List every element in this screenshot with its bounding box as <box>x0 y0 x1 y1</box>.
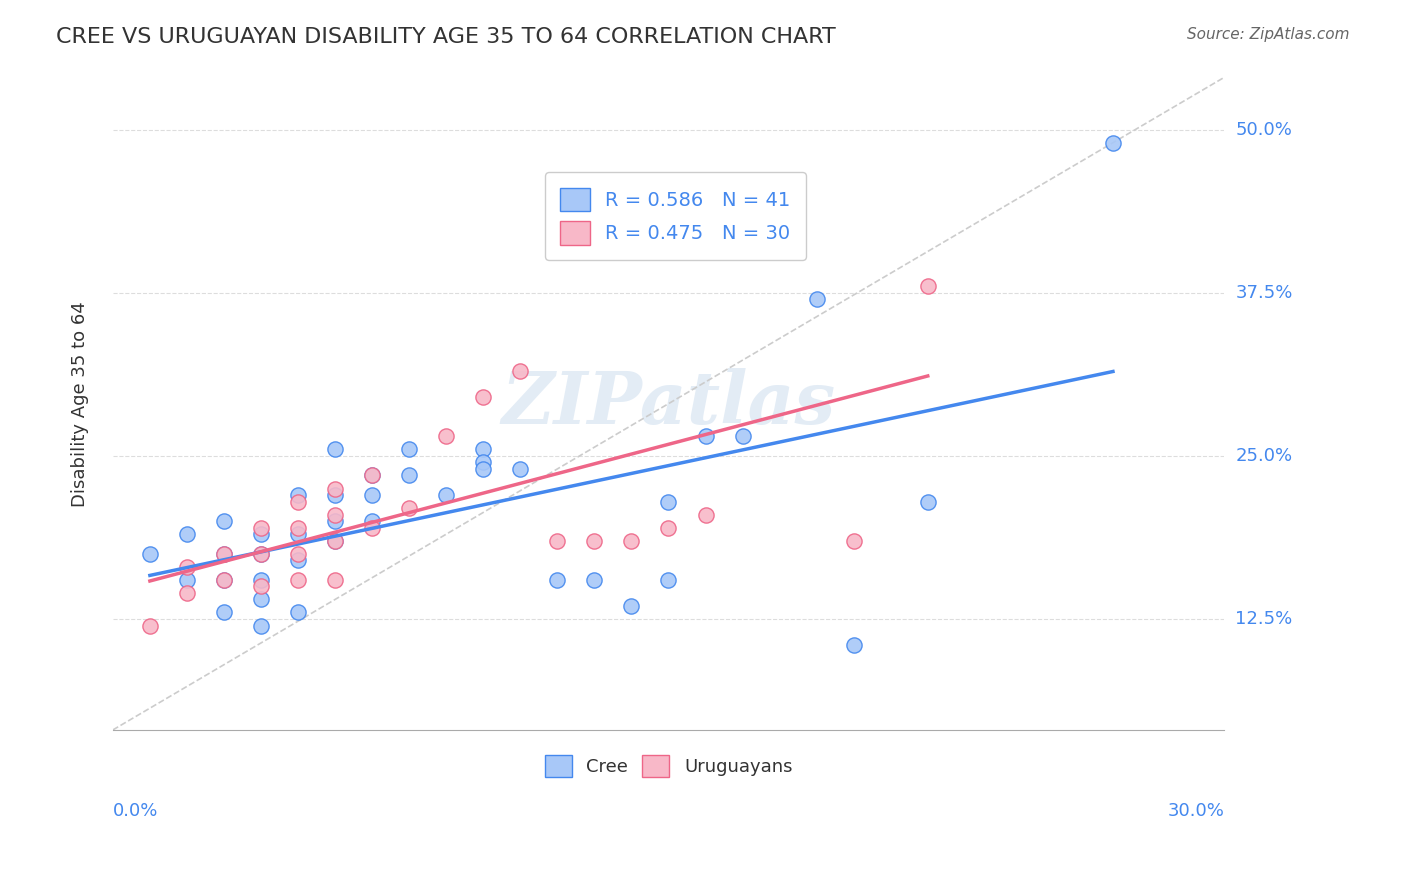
Point <box>361 468 384 483</box>
Point <box>361 514 384 528</box>
Point <box>361 488 384 502</box>
Point <box>323 533 346 548</box>
Text: 25.0%: 25.0% <box>1236 447 1292 465</box>
Text: 0.0%: 0.0% <box>112 802 159 820</box>
Point <box>287 521 309 535</box>
Point <box>472 442 495 457</box>
Point <box>212 573 235 587</box>
Point <box>398 501 420 516</box>
Point <box>139 547 162 561</box>
Point <box>287 553 309 567</box>
Point <box>212 573 235 587</box>
Point <box>842 638 865 652</box>
Point <box>176 527 198 541</box>
Point <box>695 429 717 443</box>
Point <box>287 547 309 561</box>
Point <box>842 533 865 548</box>
Point <box>176 559 198 574</box>
Point <box>250 592 273 607</box>
Text: ZIPatlas: ZIPatlas <box>502 368 835 439</box>
Point <box>398 442 420 457</box>
Point <box>620 533 643 548</box>
Point <box>917 279 939 293</box>
Point <box>323 508 346 522</box>
Point <box>731 214 754 228</box>
Point <box>250 547 273 561</box>
Point <box>583 573 606 587</box>
Point <box>472 462 495 476</box>
Point <box>250 521 273 535</box>
Point <box>434 488 457 502</box>
Point <box>212 547 235 561</box>
Point <box>250 527 273 541</box>
Point <box>731 429 754 443</box>
Point <box>212 606 235 620</box>
Point <box>620 599 643 613</box>
Point <box>287 488 309 502</box>
Point <box>212 514 235 528</box>
Point <box>287 573 309 587</box>
Point <box>361 468 384 483</box>
Point <box>287 527 309 541</box>
Point <box>1102 136 1125 150</box>
Point <box>323 514 346 528</box>
Point <box>657 573 679 587</box>
Point <box>546 573 568 587</box>
Point <box>657 494 679 508</box>
Point <box>323 488 346 502</box>
Text: 50.0%: 50.0% <box>1236 120 1292 138</box>
Point <box>361 521 384 535</box>
Point <box>509 364 531 378</box>
Point <box>806 293 828 307</box>
Point <box>657 521 679 535</box>
Point <box>546 533 568 548</box>
Point <box>250 618 273 632</box>
Point <box>323 573 346 587</box>
Legend: Cree, Uruguayans: Cree, Uruguayans <box>536 746 801 786</box>
Point <box>250 573 273 587</box>
Point <box>917 494 939 508</box>
Text: 12.5%: 12.5% <box>1236 610 1292 628</box>
Point <box>398 468 420 483</box>
Text: Source: ZipAtlas.com: Source: ZipAtlas.com <box>1187 27 1350 42</box>
Point <box>287 494 309 508</box>
Point <box>472 455 495 469</box>
Text: 37.5%: 37.5% <box>1236 284 1292 301</box>
Text: CREE VS URUGUAYAN DISABILITY AGE 35 TO 64 CORRELATION CHART: CREE VS URUGUAYAN DISABILITY AGE 35 TO 6… <box>56 27 837 46</box>
Point <box>139 618 162 632</box>
Point <box>434 429 457 443</box>
Point <box>695 508 717 522</box>
Point <box>583 533 606 548</box>
Point <box>472 390 495 404</box>
Text: 30.0%: 30.0% <box>1167 802 1225 820</box>
Point <box>287 606 309 620</box>
Point <box>509 462 531 476</box>
Point <box>176 586 198 600</box>
Point <box>176 573 198 587</box>
Point <box>250 547 273 561</box>
Point <box>250 579 273 593</box>
Y-axis label: Disability Age 35 to 64: Disability Age 35 to 64 <box>72 301 89 507</box>
Point <box>323 442 346 457</box>
Point <box>323 482 346 496</box>
Point <box>212 547 235 561</box>
Point <box>323 533 346 548</box>
